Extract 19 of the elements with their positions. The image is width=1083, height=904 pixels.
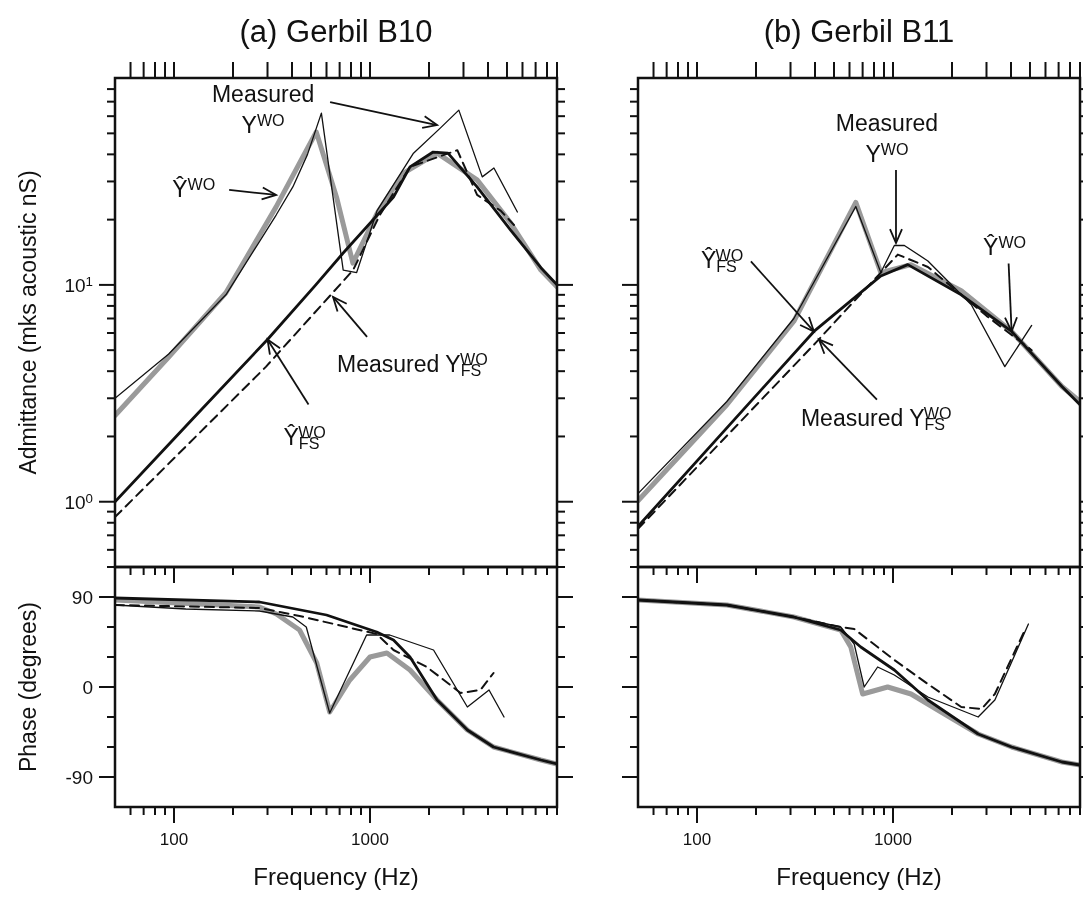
annotation: Measured Y$^{WO}$ [835,110,939,168]
annotation: Measured Y$^{WO}$ [211,81,315,139]
y-axis-title: Phase (degrees) [15,601,41,773]
y-tick-label: 90 [71,587,93,608]
annotation: Ŷ$^{WO}$ [983,233,1027,261]
chart-title: (a) Gerbil B10 [239,14,433,49]
annotation: Ŷ$^{WO}$ [172,174,216,202]
x-tick-label: 1000 [351,830,389,849]
x-tick-label: 100 [159,830,189,849]
x-tick-label: 100 [682,830,712,849]
x-axis-title: Frequency (Hz) [253,863,419,890]
y-tick-label: 0 [82,677,93,698]
x-axis-title: Frequency (Hz) [776,863,942,890]
y-tick-label: -90 [65,767,93,788]
y-axis-title: Admittance (mks acoustic nS) [15,170,41,475]
x-tick-label: 1000 [874,830,912,849]
y-tick-label: 10$^{0}$ [64,490,93,513]
chart-title: (b) Gerbil B11 [763,14,955,49]
y-tick-label: 10$^{1}$ [64,274,93,296]
